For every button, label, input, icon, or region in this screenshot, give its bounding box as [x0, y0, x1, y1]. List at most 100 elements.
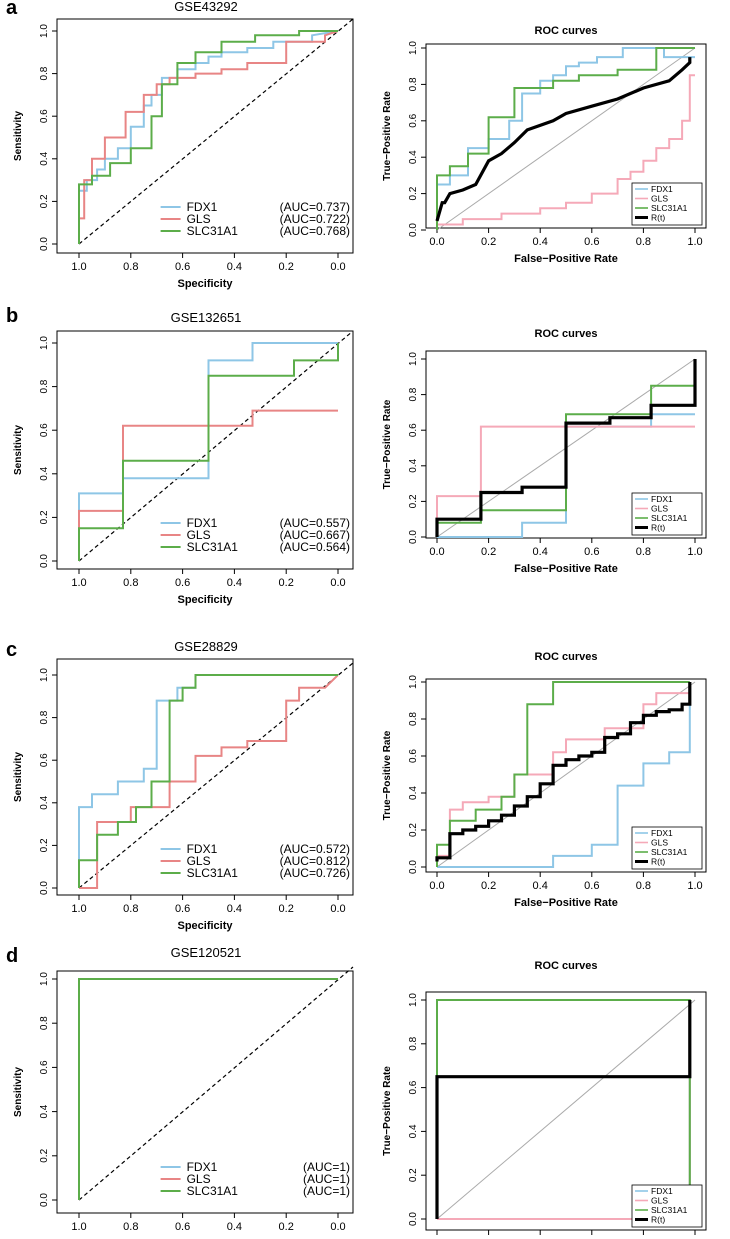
x-tick-label: 1.0 [71, 577, 86, 589]
y-axis-label: True−Positive Rate [382, 1066, 393, 1156]
y-tick-label: 0.4 [39, 1104, 50, 1118]
y-tick-label: 0.4 [408, 786, 419, 800]
y-axis-label: Sensitivity [13, 752, 24, 802]
x-tick-label: 1.0 [687, 546, 702, 558]
y-tick-label: 1.0 [39, 24, 50, 38]
x-tick-label: 0.0 [330, 577, 345, 589]
right-plot: ROC curves 0.0 0.2 0.4 0.6 0.8 1.0 0.0 0.2 0.4 0.6… [382, 25, 707, 265]
chart-title: GSE120521 [171, 945, 242, 960]
y-tick-label: 0.0 [408, 223, 419, 237]
y-tick-label: 0.8 [408, 1036, 419, 1050]
x-tick-label: 0.6 [584, 546, 599, 558]
plot-frame [56, 970, 354, 1214]
y-tick-label: 0.6 [39, 1060, 50, 1074]
legend-auc: (AUC=1) [303, 1160, 350, 1174]
x-tick-label: 0.0 [330, 261, 345, 273]
roc-curve-rt [435, 57, 692, 222]
chance-diagonal [436, 47, 696, 231]
x-tick-label: 0.2 [279, 577, 294, 589]
x-tick-label: 0.8 [123, 903, 138, 915]
x-tick-label: 0.2 [279, 903, 294, 915]
chance-diagonal [78, 18, 354, 245]
plot-frame [56, 18, 354, 254]
legend-label: SLC31A1 [187, 540, 239, 554]
y-tick-label: 1.0 [408, 675, 419, 689]
x-tick-label: 0.8 [636, 236, 651, 248]
y-axis-label: Sensitivity [13, 111, 24, 161]
panel-letter: b [6, 305, 18, 327]
left-plot: GSE43292 1.0 0.8 0.6 0.4 0.2 0.0 0.0 0.2 0.4 0.6 0.… [13, 0, 354, 290]
right-plot: ROC curves 0.0 0.2 0.4 0.6 0.8 1.0 0.0 0.2 0.4 0.6… [382, 651, 707, 909]
legend-auc: (AUC=0.768) [280, 224, 350, 238]
x-tick-label: 1.0 [71, 261, 86, 273]
legend-auc: (AUC=0.557) [280, 516, 350, 530]
y-tick-label: 0.2 [408, 186, 419, 200]
x-tick-label: 0.4 [227, 261, 242, 273]
legend-auc: (AUC=0.667) [280, 528, 350, 542]
roc-curve-slc31a1 [78, 978, 338, 1200]
legend-label: GLS [187, 212, 211, 226]
legend-label: FDX1 [651, 1186, 673, 1196]
x-tick-label: 0.6 [175, 903, 190, 915]
legend-label: GLS [651, 838, 668, 848]
legend-label: GLS [187, 854, 211, 868]
legend-auc: (AUC=1) [303, 1172, 350, 1186]
legend-label: R(t) [651, 1215, 665, 1225]
legend-label: FDX1 [651, 494, 673, 504]
legend-label: SLC31A1 [187, 1184, 239, 1198]
x-tick-label: 0.4 [533, 236, 548, 248]
y-axis-label: Sensitivity [13, 425, 24, 475]
roc-curve-fdx1 [78, 342, 338, 561]
y-tick-label: 0.6 [39, 423, 50, 437]
x-axis-label: Specificity [177, 278, 233, 290]
chance-diagonal [78, 662, 354, 889]
roc-curve-slc31a1 [78, 674, 338, 888]
panel-letter: c [6, 639, 17, 661]
legend-label: FDX1 [187, 1160, 218, 1174]
chance-diagonal [78, 966, 354, 1201]
legend-label: SLC31A1 [651, 513, 688, 523]
plot-frame [56, 658, 354, 896]
x-tick-label: 0.8 [123, 261, 138, 273]
legend-label: FDX1 [187, 200, 218, 214]
x-tick-label: 1.0 [687, 880, 702, 892]
x-tick-label: 0.4 [227, 903, 242, 915]
x-tick-label: 0.4 [533, 880, 548, 892]
x-tick-label: 0.2 [481, 546, 496, 558]
plot-frame [425, 43, 707, 229]
chart-title: GSE28829 [174, 639, 238, 654]
x-tick-label: 0.0 [330, 1221, 345, 1233]
x-tick-label: 0.2 [279, 261, 294, 273]
y-tick-label: 0.0 [408, 530, 419, 544]
right-plot: ROC curves 0.0 0.2 0.4 0.6 0.8 1.0 0.0 0.2 0.4 0.6… [382, 328, 707, 575]
y-tick-label: 0.2 [408, 823, 419, 837]
roc-curve-gls [78, 30, 339, 244]
x-tick-label: 0.8 [636, 546, 651, 558]
y-tick-label: 0.8 [39, 379, 50, 393]
y-tick-label: 0.6 [408, 113, 419, 127]
roc-curve-slc31a1 [78, 343, 339, 561]
legend-label: FDX1 [651, 184, 673, 194]
y-tick-label: 0.2 [39, 194, 50, 208]
legend-label: FDX1 [187, 516, 218, 530]
panel-a: a GSE43292 1.0 0.8 0.6 0.4 0.2 0.0 0.0 0.2 0.4 0.6 0… [6, 0, 707, 290]
legend-label: GLS [651, 1196, 668, 1206]
y-tick-label: 0.4 [408, 150, 419, 164]
y-tick-label: 1.0 [408, 352, 419, 366]
x-tick-label: 0.6 [175, 261, 190, 273]
y-axis-label: True−Positive Rate [382, 730, 393, 820]
y-tick-label: 1.0 [39, 336, 50, 350]
y-tick-label: 1.0 [39, 972, 50, 986]
y-tick-label: 0.8 [39, 1016, 50, 1030]
legend-auc: (AUC=0.812) [280, 854, 350, 868]
legend-label: R(t) [651, 523, 665, 533]
x-axis-label: False−Positive Rate [514, 563, 618, 575]
chart-title: GSE132651 [171, 310, 242, 325]
y-tick-label: 0.6 [408, 423, 419, 437]
y-tick-label: 0.8 [39, 710, 50, 724]
x-tick-label: 0.2 [279, 1221, 294, 1233]
x-tick-label: 0.8 [123, 1221, 138, 1233]
y-axis-label: Sensitivity [13, 1067, 24, 1117]
left-plot: GSE28829 1.0 0.8 0.6 0.4 0.2 0.0 0.0 0.2 0.4 0.6 0.… [13, 639, 354, 932]
x-axis-label: False−Positive Rate [514, 253, 618, 265]
